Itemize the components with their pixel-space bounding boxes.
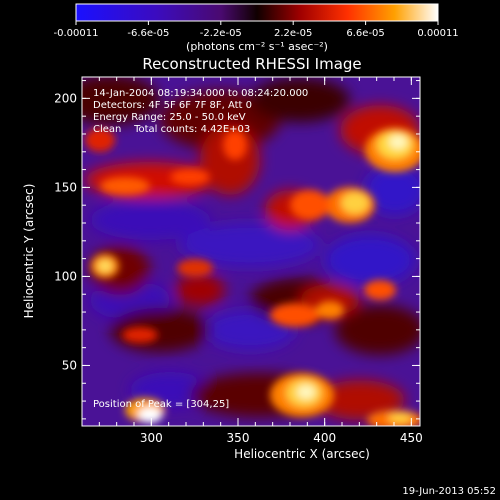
plot-frame [81, 76, 421, 427]
colorbar-gradient [75, 3, 439, 22]
colorbar: -0.00011 -6.6e-05 -2.2e-05 2.2e-05 6.6e-05 0.… [54, 3, 459, 53]
y-axis-ticks: 50 100 150 200 [54, 80, 420, 420]
y-tick-label: 150 [54, 180, 77, 194]
colorbar-ticks: -0.00011 -6.6e-05 -2.2e-05 2.2e-05 6.6e-05 0.… [54, 21, 459, 39]
colorbar-tick-label: -0.00011 [54, 28, 99, 39]
peak-position-label: Position of Peak = [304,25] [93, 399, 229, 410]
chart-title: Reconstructed RHESSI Image [142, 55, 361, 73]
annotation-energy: Energy Range: 25.0 - 50.0 keV [93, 112, 246, 123]
colorbar-units: (photons cm⁻² s⁻¹ asec⁻²) [186, 40, 328, 53]
x-tick-label: 450 [400, 431, 423, 445]
y-tick-label: 50 [62, 358, 77, 372]
plot-axes: 300 350 400 450 50 100 150 200 [54, 76, 423, 445]
colorbar-tick-label: -2.2e-05 [200, 28, 242, 39]
colorbar-tick-label: 2.2e-05 [274, 28, 312, 39]
footer-date: 19-Jun-2013 05:52 [402, 486, 496, 497]
x-tick-label: 400 [313, 431, 336, 445]
annotation-time-range: 14-Jan-2004 08:19:34.000 to 08:24:20.000 [93, 88, 308, 99]
y-tick-label: 200 [54, 91, 77, 105]
annotation-detectors: Detectors: 4F 5F 6F 7F 8F, Att 0 [93, 100, 252, 111]
x-tick-label: 350 [227, 431, 250, 445]
y-axis-label: Heliocentric Y (arcsec) [22, 184, 36, 319]
x-axis-label: Heliocentric X (arcsec) [234, 447, 370, 461]
annotation-counts: Clean Total counts: 4.42E+03 [93, 124, 250, 135]
colorbar-tick-label: 0.00011 [417, 28, 458, 39]
y-tick-label: 100 [54, 269, 77, 283]
x-axis-ticks: 300 350 400 450 [98, 77, 423, 445]
colorbar-tick-label: 6.6e-05 [346, 28, 384, 39]
x-tick-label: 300 [140, 431, 163, 445]
heatmap-image [82, 77, 420, 426]
colorbar-tick-label: -6.6e-05 [127, 28, 169, 39]
annotation-block: 14-Jan-2004 08:19:34.000 to 08:24:20.000… [93, 88, 308, 135]
